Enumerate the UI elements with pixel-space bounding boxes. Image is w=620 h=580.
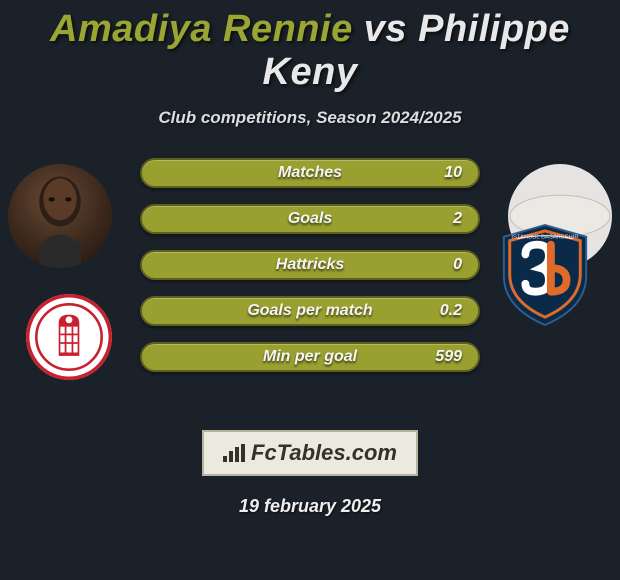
bars-icon <box>223 444 245 462</box>
comparison-stage: ISTANBUL BASAKSEHIR Matches 10 Goals 2 H… <box>0 158 620 418</box>
player1-silhouette-icon <box>8 164 112 268</box>
stat-row: Matches 10 <box>140 158 480 188</box>
stat-row: Goals per match 0.2 <box>140 296 480 326</box>
basaksehir-badge-icon: ISTANBUL BASAKSEHIR <box>496 221 594 329</box>
stat-value: 2 <box>453 210 462 228</box>
stat-value: 0.2 <box>440 302 462 320</box>
stat-row: Hattricks 0 <box>140 250 480 280</box>
stat-row: Min per goal 599 <box>140 342 480 372</box>
svg-text:ISTANBUL BASAKSEHIR: ISTANBUL BASAKSEHIR <box>511 235 578 241</box>
snapshot-date: 19 february 2025 <box>0 496 620 517</box>
player1-photo <box>8 164 112 268</box>
antalyaspor-badge-icon <box>26 294 112 380</box>
stat-bars: Matches 10 Goals 2 Hattricks 0 Goals per… <box>140 158 480 388</box>
brand-box: FcTables.com <box>202 430 418 476</box>
stat-row: Goals 2 <box>140 204 480 234</box>
season-subtitle: Club competitions, Season 2024/2025 <box>0 108 620 128</box>
stat-label: Goals per match <box>247 302 372 320</box>
brand-text: FcTables.com <box>251 440 397 466</box>
stat-value: 599 <box>435 348 462 366</box>
player2-club-badge: ISTANBUL BASAKSEHIR <box>496 226 594 324</box>
stat-value: 10 <box>444 164 462 182</box>
player1-club-badge <box>26 294 112 380</box>
stat-label: Hattricks <box>276 256 344 274</box>
stat-label: Goals <box>288 210 332 228</box>
comparison-title: Amadiya Rennie vs Philippe Keny <box>0 0 620 94</box>
stat-value: 0 <box>453 256 462 274</box>
stat-label: Matches <box>278 164 342 182</box>
player1-name: Amadiya Rennie <box>50 8 353 50</box>
stat-label: Min per goal <box>263 348 357 366</box>
vs-text: vs <box>364 8 407 50</box>
